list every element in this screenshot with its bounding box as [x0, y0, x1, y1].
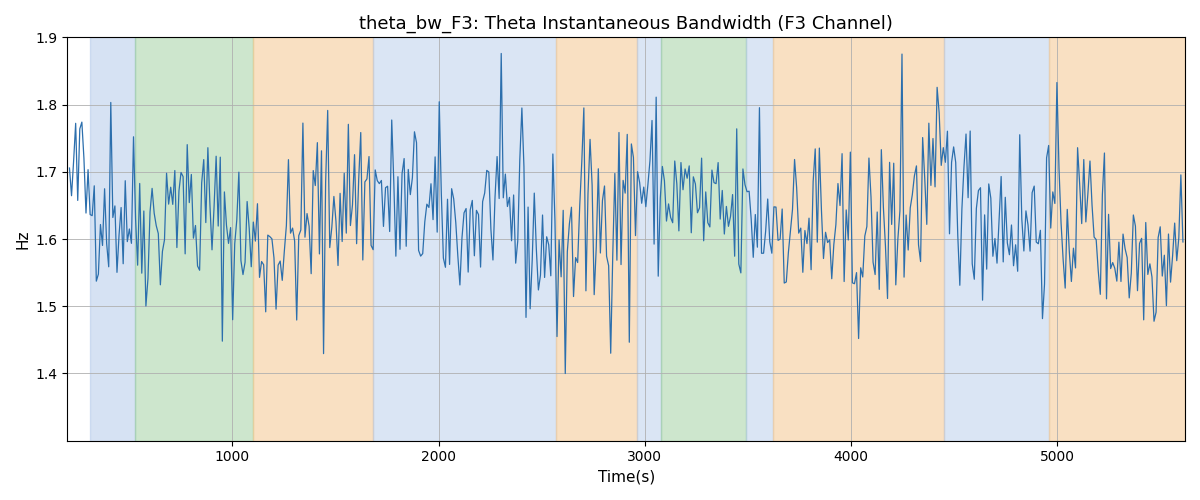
X-axis label: Time(s): Time(s): [598, 470, 655, 485]
Bar: [136, 38, 253, 440]
Bar: [1049, 38, 1186, 440]
Bar: [745, 38, 773, 440]
Bar: [556, 38, 636, 440]
Bar: [661, 38, 745, 440]
Bar: [773, 38, 943, 440]
Title: theta_bw_F3: Theta Instantaneous Bandwidth (F3 Channel): theta_bw_F3: Theta Instantaneous Bandwid…: [359, 15, 893, 34]
Bar: [943, 38, 1049, 440]
Bar: [253, 38, 372, 440]
Bar: [372, 38, 556, 440]
Bar: [90, 38, 136, 440]
Y-axis label: Hz: Hz: [16, 230, 30, 249]
Bar: [636, 38, 661, 440]
